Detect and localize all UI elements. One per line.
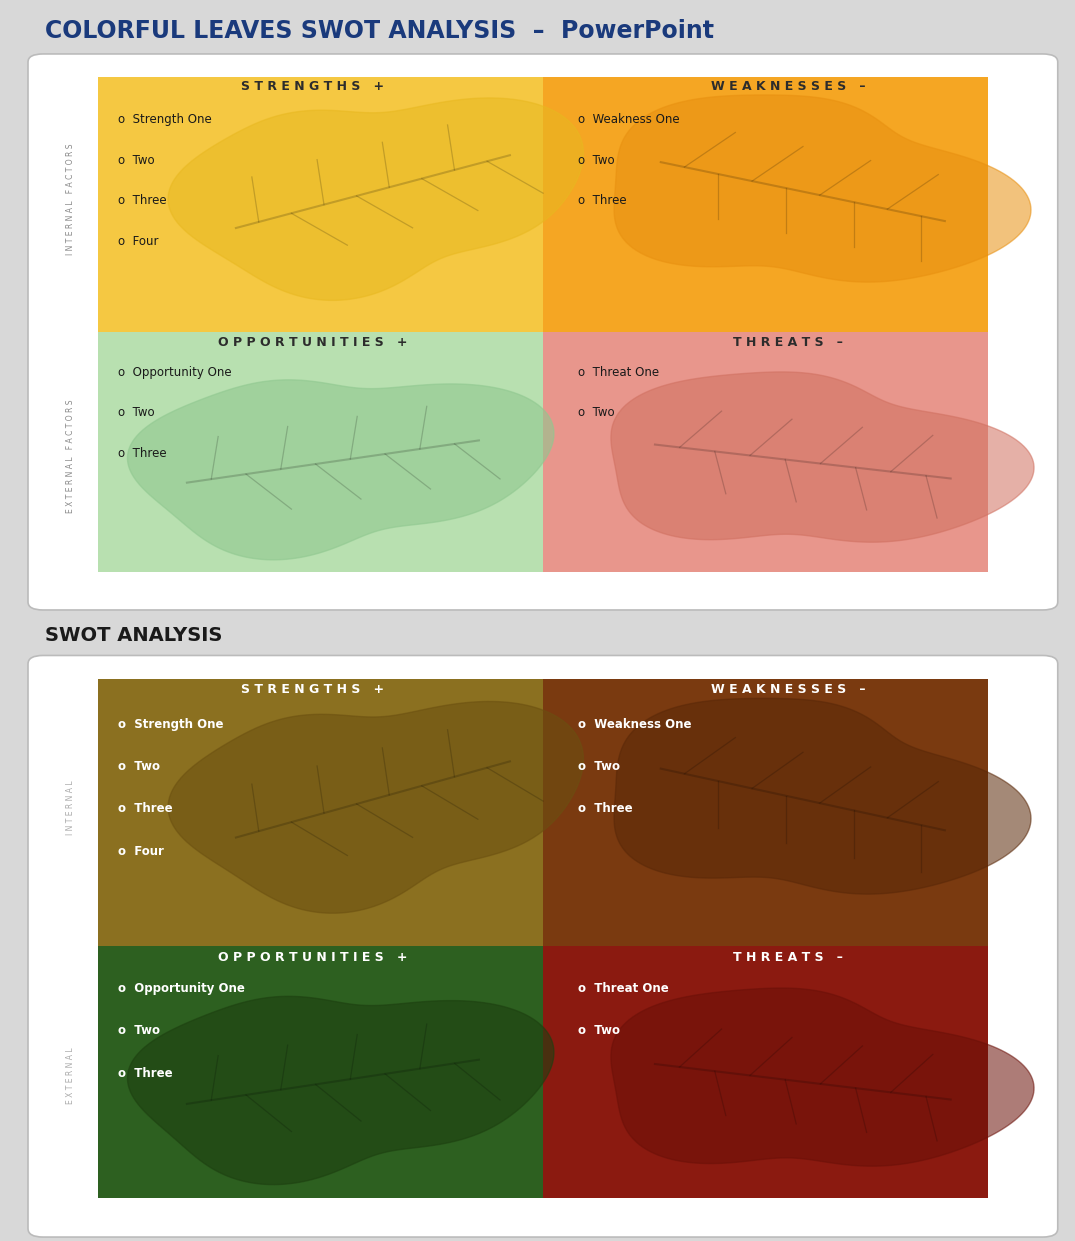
Text: E X T E R N A L: E X T E R N A L: [67, 1047, 75, 1104]
Bar: [543, 77, 988, 331]
Bar: [98, 680, 543, 946]
Text: o  Two: o Two: [578, 407, 615, 419]
Text: S T R E N G T H S   +: S T R E N G T H S +: [242, 683, 385, 695]
Polygon shape: [128, 997, 554, 1185]
Bar: [543, 680, 988, 946]
Polygon shape: [614, 94, 1031, 282]
Text: o  Four: o Four: [118, 845, 163, 858]
Polygon shape: [614, 699, 1031, 894]
Text: S T R E N G T H S   +: S T R E N G T H S +: [242, 79, 385, 93]
Text: o  Two: o Two: [118, 154, 155, 166]
Text: o  Opportunity One: o Opportunity One: [118, 982, 245, 995]
Text: o  Three: o Three: [118, 447, 167, 460]
Text: o  Three: o Three: [118, 195, 167, 207]
FancyBboxPatch shape: [28, 655, 1058, 1237]
Bar: [98, 77, 543, 331]
Text: O P P O R T U N I T I E S   +: O P P O R T U N I T I E S +: [218, 951, 407, 964]
Text: O P P O R T U N I T I E S   +: O P P O R T U N I T I E S +: [218, 336, 407, 349]
Text: o  Two: o Two: [578, 154, 615, 166]
Text: o  Strength One: o Strength One: [118, 113, 212, 127]
Polygon shape: [168, 98, 584, 300]
Text: W E A K N E S S E S   –: W E A K N E S S E S –: [711, 683, 865, 695]
Text: o  Three: o Three: [578, 195, 627, 207]
Text: W E A K N E S S E S   –: W E A K N E S S E S –: [711, 79, 865, 93]
Text: E X T E R N A L   F A C T O R S: E X T E R N A L F A C T O R S: [67, 400, 75, 513]
Text: o  Four: o Four: [118, 235, 158, 248]
Polygon shape: [611, 372, 1034, 542]
Polygon shape: [611, 988, 1034, 1167]
Text: o  Two: o Two: [118, 1024, 160, 1037]
Text: o  Two: o Two: [118, 407, 155, 419]
Text: o  Three: o Three: [118, 802, 173, 815]
Polygon shape: [168, 701, 584, 913]
Text: o  Two: o Two: [118, 759, 160, 773]
Text: SWOT ANALYSIS: SWOT ANALYSIS: [45, 625, 223, 645]
Bar: [98, 946, 543, 1198]
Text: o  Two: o Two: [578, 759, 620, 773]
Text: o  Weakness One: o Weakness One: [578, 717, 691, 731]
Bar: [98, 331, 543, 572]
Bar: [543, 331, 988, 572]
Bar: [543, 946, 988, 1198]
Text: I N T E R N A L: I N T E R N A L: [67, 781, 75, 835]
Text: COLORFUL LEAVES SWOT ANALYSIS  –  PowerPoint: COLORFUL LEAVES SWOT ANALYSIS – PowerPoi…: [45, 19, 714, 42]
Polygon shape: [128, 380, 554, 560]
Text: T H R E A T S   –: T H R E A T S –: [733, 336, 843, 349]
FancyBboxPatch shape: [28, 53, 1058, 611]
Text: o  Weakness One: o Weakness One: [578, 113, 679, 127]
Text: T H R E A T S   –: T H R E A T S –: [733, 951, 843, 964]
Text: o  Opportunity One: o Opportunity One: [118, 366, 231, 379]
Text: o  Threat One: o Threat One: [578, 982, 669, 995]
Text: o  Strength One: o Strength One: [118, 717, 224, 731]
Text: o  Two: o Two: [578, 1024, 620, 1037]
Text: I N T E R N A L   F A C T O R S: I N T E R N A L F A C T O R S: [67, 144, 75, 256]
Text: o  Three: o Three: [118, 1066, 173, 1080]
Text: o  Three: o Three: [578, 802, 632, 815]
Text: o  Threat One: o Threat One: [578, 366, 659, 379]
